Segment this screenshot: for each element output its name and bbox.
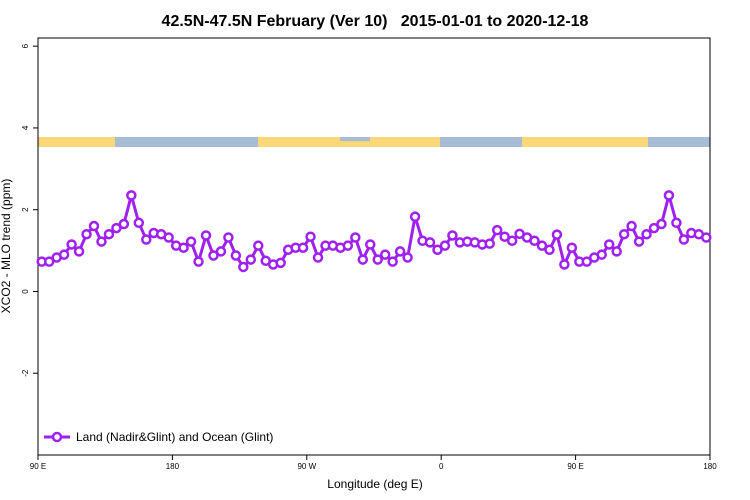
legend-marker bbox=[51, 431, 63, 443]
data-point bbox=[253, 240, 264, 251]
data-point bbox=[58, 249, 70, 260]
data-point bbox=[678, 234, 690, 245]
data-point bbox=[133, 217, 145, 229]
data-point bbox=[551, 229, 563, 240]
data-point bbox=[648, 222, 660, 234]
data-point bbox=[111, 222, 122, 234]
data-point bbox=[603, 239, 615, 250]
data-point bbox=[394, 246, 406, 257]
data-point bbox=[342, 240, 354, 251]
y-tick-label: 6 bbox=[21, 43, 30, 48]
data-point bbox=[656, 218, 667, 230]
data-point bbox=[663, 190, 675, 201]
data-point bbox=[215, 246, 227, 257]
data-point bbox=[566, 242, 578, 253]
data-point bbox=[701, 232, 712, 243]
data-point bbox=[447, 230, 458, 241]
data-point bbox=[611, 246, 622, 257]
data-point bbox=[372, 254, 383, 265]
data-point bbox=[245, 254, 257, 265]
data-point bbox=[559, 259, 570, 270]
data-point bbox=[141, 234, 152, 245]
x-axis-title: Longitude (deg E) bbox=[327, 477, 422, 491]
ocean-band bbox=[115, 137, 258, 147]
data-point bbox=[88, 220, 100, 232]
data-point bbox=[641, 228, 652, 240]
data-point bbox=[626, 220, 637, 232]
data-point bbox=[43, 256, 55, 267]
y-tick-label: 2 bbox=[21, 207, 30, 212]
data-point bbox=[671, 217, 682, 229]
land-band bbox=[38, 137, 115, 147]
data-point bbox=[402, 252, 413, 263]
x-tick-label: 180 bbox=[703, 462, 717, 471]
data-point bbox=[544, 244, 555, 256]
data-point bbox=[350, 232, 361, 243]
ocean-band bbox=[440, 137, 522, 147]
chart-title: 42.5N-47.5N February (Ver 10) 2015-01-01… bbox=[162, 13, 589, 30]
data-point bbox=[581, 256, 593, 267]
ocean-band bbox=[648, 137, 710, 147]
land-band bbox=[522, 137, 648, 147]
y-tick-label: 4 bbox=[21, 125, 30, 130]
data-point bbox=[208, 250, 219, 261]
x-tick-label: 180 bbox=[166, 462, 180, 471]
data-point bbox=[432, 244, 443, 256]
data-point bbox=[312, 252, 324, 263]
data-point bbox=[439, 240, 451, 251]
data-point bbox=[230, 250, 242, 261]
legend-label: Land (Nadir&Glint) and Ocean (Glint) bbox=[76, 430, 273, 444]
x-tick-label: 90 W bbox=[297, 462, 316, 471]
x-tick-label: 90 E bbox=[567, 462, 583, 471]
data-point bbox=[163, 232, 174, 243]
data-point bbox=[275, 257, 286, 269]
data-point bbox=[185, 236, 197, 247]
data-point bbox=[506, 235, 518, 247]
data-point bbox=[633, 236, 645, 247]
data-point bbox=[66, 239, 77, 250]
data-point bbox=[223, 232, 234, 243]
x-tick-label: 0 bbox=[439, 462, 444, 471]
data-point bbox=[238, 261, 249, 273]
x-tick-label: 90 E bbox=[30, 462, 46, 471]
data-point bbox=[491, 224, 503, 236]
data-point bbox=[596, 249, 607, 260]
plot-frame bbox=[37, 37, 711, 456]
data-point bbox=[297, 242, 309, 253]
data-point bbox=[178, 242, 189, 253]
data-point bbox=[536, 240, 548, 251]
data-point bbox=[96, 236, 107, 247]
data-point bbox=[499, 231, 510, 242]
data-point bbox=[118, 218, 130, 230]
data-point bbox=[365, 239, 376, 250]
data-point bbox=[387, 256, 398, 267]
land-ocean-strip bbox=[38, 137, 710, 147]
data-point bbox=[484, 238, 495, 249]
data-point bbox=[81, 228, 92, 240]
data-point bbox=[357, 254, 369, 265]
data-point bbox=[126, 190, 137, 201]
data-point bbox=[409, 211, 421, 222]
data-point bbox=[424, 237, 436, 248]
ocean-band bbox=[340, 137, 370, 141]
data-point bbox=[618, 228, 630, 240]
land-band bbox=[258, 137, 440, 147]
y-tick-label: -2 bbox=[21, 369, 30, 377]
data-point bbox=[200, 230, 212, 241]
data-point bbox=[305, 231, 316, 242]
data-point bbox=[103, 228, 115, 240]
y-tick-label: 0 bbox=[21, 289, 30, 294]
y-axis-title: XCO2 - MLO trend (ppm) bbox=[0, 179, 13, 314]
data-point bbox=[379, 249, 391, 260]
data-point bbox=[73, 246, 85, 257]
data-point bbox=[193, 256, 204, 267]
data-point bbox=[529, 235, 540, 247]
